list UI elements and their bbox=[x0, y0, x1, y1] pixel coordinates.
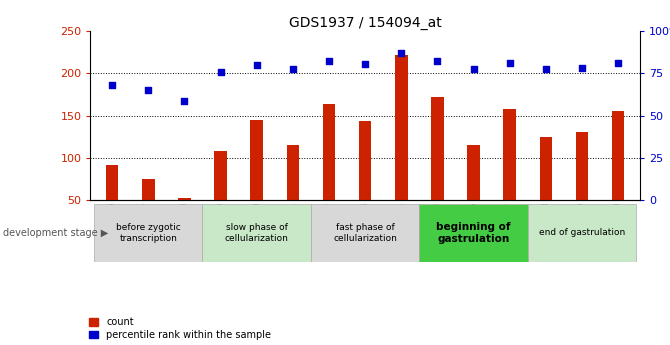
Bar bbox=[576, 132, 588, 242]
Point bbox=[251, 62, 262, 68]
Point bbox=[432, 58, 443, 63]
Bar bbox=[467, 145, 480, 242]
Point bbox=[577, 66, 588, 71]
Legend: count, percentile rank within the sample: count, percentile rank within the sample bbox=[88, 317, 271, 340]
Text: before zygotic
transcription: before zygotic transcription bbox=[116, 223, 181, 243]
Bar bbox=[311, 204, 419, 262]
Bar bbox=[323, 104, 335, 242]
Bar bbox=[431, 97, 444, 242]
Bar bbox=[142, 179, 155, 242]
Point bbox=[179, 98, 190, 104]
Bar bbox=[106, 165, 119, 242]
Bar bbox=[287, 145, 299, 242]
Text: beginning of
gastrulation: beginning of gastrulation bbox=[436, 222, 511, 244]
Bar bbox=[539, 137, 552, 242]
Text: development stage ▶: development stage ▶ bbox=[3, 228, 109, 238]
Bar bbox=[503, 109, 516, 242]
Bar bbox=[202, 204, 311, 262]
Point bbox=[215, 69, 226, 75]
Bar bbox=[251, 120, 263, 242]
Point bbox=[107, 82, 117, 88]
Text: fast phase of
cellularization: fast phase of cellularization bbox=[333, 223, 397, 243]
Bar bbox=[359, 121, 371, 242]
Title: GDS1937 / 154094_at: GDS1937 / 154094_at bbox=[289, 16, 442, 30]
Text: slow phase of
cellularization: slow phase of cellularization bbox=[224, 223, 289, 243]
Point bbox=[143, 87, 153, 93]
Bar bbox=[419, 204, 528, 262]
Bar bbox=[178, 198, 191, 242]
Point bbox=[541, 66, 551, 72]
Point bbox=[360, 61, 371, 67]
Point bbox=[505, 60, 515, 66]
Bar bbox=[528, 204, 636, 262]
Point bbox=[324, 59, 334, 64]
Bar bbox=[612, 111, 624, 242]
Point bbox=[613, 60, 624, 66]
Point bbox=[287, 66, 298, 72]
Point bbox=[396, 50, 407, 56]
Bar bbox=[395, 55, 407, 242]
Point bbox=[468, 66, 479, 72]
Bar bbox=[94, 204, 202, 262]
Text: end of gastrulation: end of gastrulation bbox=[539, 228, 625, 237]
Bar bbox=[214, 151, 227, 242]
